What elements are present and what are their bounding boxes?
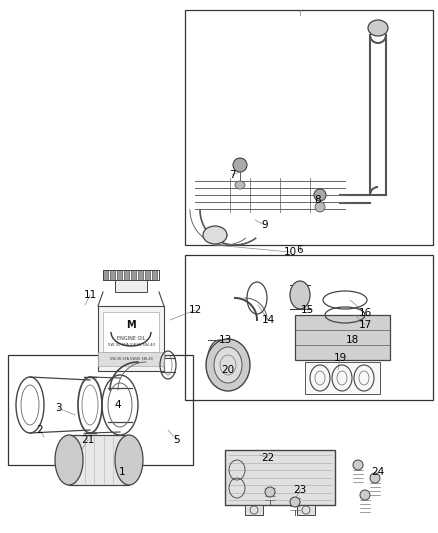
Ellipse shape xyxy=(235,181,245,189)
Text: 7: 7 xyxy=(229,170,235,180)
Bar xyxy=(8,355,193,465)
Ellipse shape xyxy=(115,435,143,485)
Bar xyxy=(103,270,159,280)
Bar xyxy=(245,505,263,515)
Ellipse shape xyxy=(370,473,380,483)
Bar xyxy=(138,270,143,280)
Ellipse shape xyxy=(368,20,388,36)
Bar xyxy=(152,270,157,280)
Text: 9: 9 xyxy=(261,220,268,230)
Text: 19: 19 xyxy=(333,353,346,363)
Bar xyxy=(115,280,147,292)
Ellipse shape xyxy=(214,347,242,383)
Bar xyxy=(103,312,159,352)
Text: 16: 16 xyxy=(358,308,371,318)
Text: 6: 6 xyxy=(297,245,303,255)
Bar xyxy=(69,435,129,485)
Ellipse shape xyxy=(233,158,247,172)
Text: 24: 24 xyxy=(371,467,385,477)
Text: 14: 14 xyxy=(261,315,275,325)
Text: 1: 1 xyxy=(119,467,125,477)
Text: 12: 12 xyxy=(188,305,201,315)
Text: 15: 15 xyxy=(300,305,314,315)
Bar xyxy=(98,306,164,371)
Bar xyxy=(145,270,150,280)
Bar xyxy=(103,270,108,280)
Text: 18: 18 xyxy=(346,335,359,345)
Ellipse shape xyxy=(265,487,275,497)
Bar xyxy=(225,450,335,505)
Text: 5W-30 5YA 5W45 5W-40: 5W-30 5YA 5W45 5W-40 xyxy=(110,357,152,361)
Text: 17: 17 xyxy=(358,320,371,330)
Text: 22: 22 xyxy=(261,453,275,463)
Text: 11: 11 xyxy=(83,290,97,300)
Bar xyxy=(117,270,122,280)
Ellipse shape xyxy=(315,202,325,212)
Bar xyxy=(131,270,136,280)
Text: 23: 23 xyxy=(293,485,307,495)
Text: 13: 13 xyxy=(219,335,232,345)
Bar xyxy=(297,505,315,515)
Bar xyxy=(124,270,129,280)
Text: 5W-30 5YA 5W45 5W-40: 5W-30 5YA 5W45 5W-40 xyxy=(107,343,155,347)
Text: 20: 20 xyxy=(222,365,235,375)
Text: M: M xyxy=(126,320,136,330)
Text: 5: 5 xyxy=(174,435,180,445)
Text: 4: 4 xyxy=(115,400,121,410)
Ellipse shape xyxy=(203,226,227,244)
Bar xyxy=(98,352,164,366)
Bar xyxy=(185,10,433,245)
Bar xyxy=(305,362,380,394)
Bar xyxy=(110,270,115,280)
Bar xyxy=(185,255,433,400)
Text: 2: 2 xyxy=(37,425,43,435)
Text: 10: 10 xyxy=(283,247,297,257)
Ellipse shape xyxy=(206,339,250,391)
Text: ENGINE OIL: ENGINE OIL xyxy=(117,335,145,341)
Text: 8: 8 xyxy=(314,195,321,205)
Text: 21: 21 xyxy=(81,435,95,445)
Bar xyxy=(295,315,390,360)
Ellipse shape xyxy=(314,189,326,201)
Ellipse shape xyxy=(353,460,363,470)
Ellipse shape xyxy=(290,281,310,309)
Ellipse shape xyxy=(360,490,370,500)
Text: 3: 3 xyxy=(55,403,61,413)
Ellipse shape xyxy=(55,435,83,485)
Ellipse shape xyxy=(290,497,300,507)
